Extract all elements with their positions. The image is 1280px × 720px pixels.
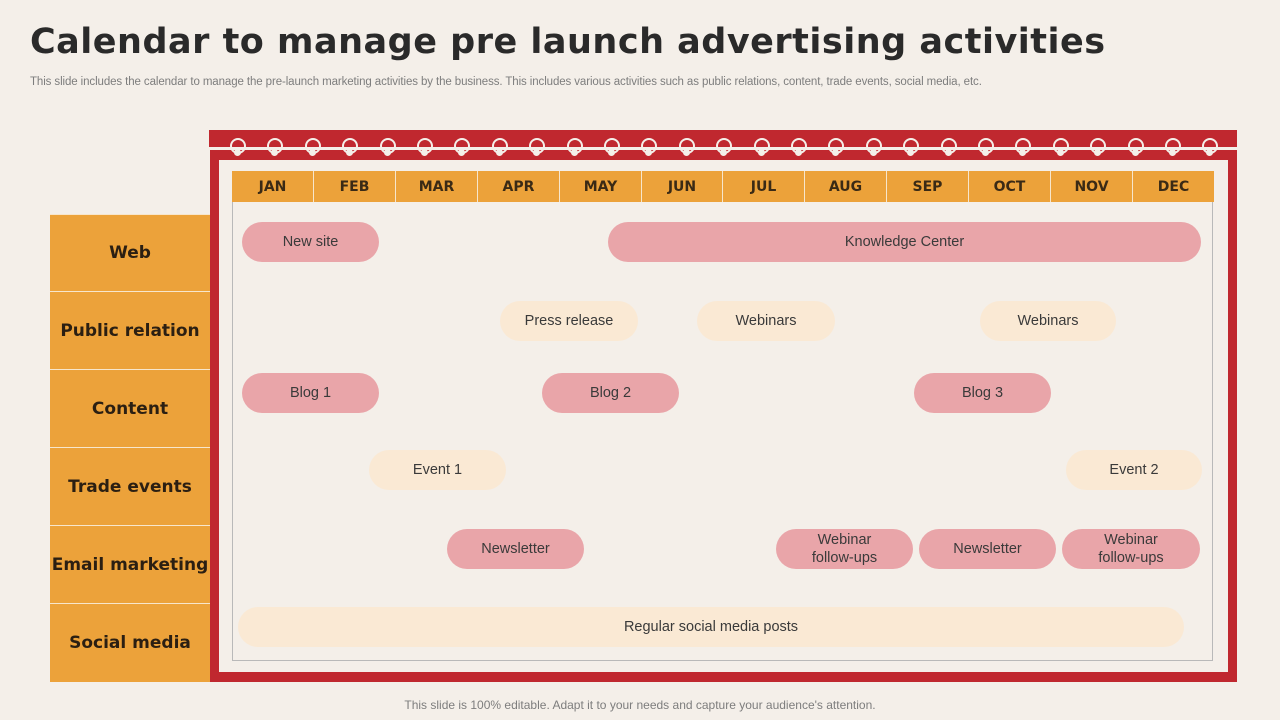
- binder-ring-hole: [945, 149, 952, 156]
- activity-knowledge-center: Knowledge Center: [608, 222, 1201, 262]
- row-label-social-media: Social media: [50, 604, 210, 682]
- binder-ring-hole: [1019, 149, 1026, 156]
- row-label-email-marketing: Email marketing: [50, 526, 210, 604]
- month-header-sep: SEP: [887, 171, 969, 202]
- month-header-feb: FEB: [314, 171, 396, 202]
- activity-blog-2: Blog 2: [542, 373, 679, 413]
- month-header-mar: MAR: [396, 171, 478, 202]
- binder-ring-hole: [309, 149, 316, 156]
- binder-ring-hole: [571, 149, 578, 156]
- binder-ring-hole: [1094, 149, 1101, 156]
- binder-ring-hole: [384, 149, 391, 156]
- binder-ring-hole: [645, 149, 652, 156]
- binder-ring-hole: [1132, 149, 1139, 156]
- month-header-jan: JAN: [232, 171, 314, 202]
- activity-event-2: Event 2: [1066, 450, 1202, 490]
- binder-ring-hole: [758, 149, 765, 156]
- binder-ring-hole: [346, 149, 353, 156]
- binder-ring-hole: [608, 149, 615, 156]
- month-header-aug: AUG: [805, 171, 887, 202]
- month-header-nov: NOV: [1051, 171, 1133, 202]
- binder-ring-hole: [234, 149, 241, 156]
- month-header-jul: JUL: [723, 171, 805, 202]
- binder-ring-hole: [271, 149, 278, 156]
- activity-blog-3: Blog 3: [914, 373, 1051, 413]
- binder-ring-hole: [458, 149, 465, 156]
- activity-blog-1: Blog 1: [242, 373, 379, 413]
- row-label-trade-events: Trade events: [50, 448, 210, 526]
- month-header-may: MAY: [560, 171, 642, 202]
- binder-ring-hole: [533, 149, 540, 156]
- slide-title: Calendar to manage pre launch advertisin…: [30, 22, 1106, 62]
- activity-newsletter: Newsletter: [447, 529, 584, 569]
- slide-subtitle: This slide includes the calendar to mana…: [30, 76, 982, 88]
- month-header-dec: DEC: [1133, 171, 1214, 202]
- binder-ring-hole: [683, 149, 690, 156]
- activity-webinars: Webinars: [980, 301, 1116, 341]
- binder-ring-hole: [982, 149, 989, 156]
- binder-ring-hole: [832, 149, 839, 156]
- calendar-grid: [232, 201, 1213, 661]
- binder-ring-hole: [870, 149, 877, 156]
- slide-footer: This slide is 100% editable. Adapt it to…: [404, 698, 876, 712]
- activity-webinar-followups: Webinar follow-ups: [1062, 529, 1200, 569]
- binder-ring-hole: [1057, 149, 1064, 156]
- row-label-public-relation: Public relation: [50, 292, 210, 370]
- binder-ring-hole: [907, 149, 914, 156]
- row-label-content: Content: [50, 370, 210, 448]
- activity-webinars: Webinars: [697, 301, 835, 341]
- activity-newsletter: Newsletter: [919, 529, 1056, 569]
- binder-ring-hole: [496, 149, 503, 156]
- binder-ring-hole: [720, 149, 727, 156]
- month-header-oct: OCT: [969, 171, 1051, 202]
- row-label-web: Web: [50, 214, 210, 292]
- activity-press-release: Press release: [500, 301, 638, 341]
- binder-ring-hole: [1206, 149, 1213, 156]
- binder-ring-hole: [795, 149, 802, 156]
- binder-ring-hole: [1169, 149, 1176, 156]
- binder-ring-hole: [421, 149, 428, 156]
- activity-event-1: Event 1: [369, 450, 506, 490]
- month-header-jun: JUN: [642, 171, 723, 202]
- activity-regular-social-media-posts: Regular social media posts: [238, 607, 1184, 647]
- activity-webinar-followups: Webinar follow-ups: [776, 529, 913, 569]
- month-header-apr: APR: [478, 171, 560, 202]
- activity-new-site: New site: [242, 222, 379, 262]
